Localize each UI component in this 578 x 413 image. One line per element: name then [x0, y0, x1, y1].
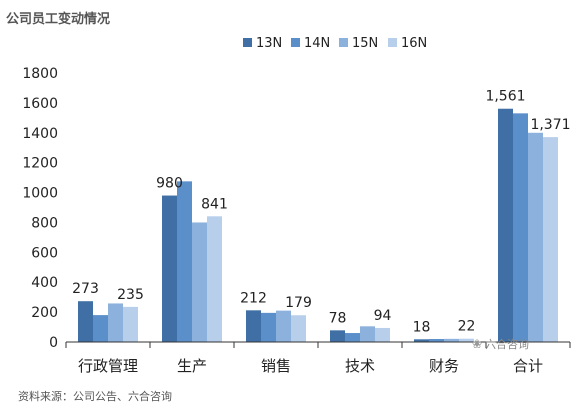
bar-13N-5 [498, 108, 513, 342]
legend-swatch-14N [291, 38, 300, 47]
source-note: 资料来源：公司公告、六合咨询 [18, 390, 172, 403]
legend-label: 15N [352, 36, 378, 51]
data-label: 78 [329, 310, 347, 326]
bar-14N-2 [261, 312, 276, 342]
x-category-label: 销售 [261, 357, 291, 375]
y-tick-label: 1200 [22, 156, 58, 172]
y-tick-label: 1800 [22, 66, 58, 82]
bar-16N-5 [543, 137, 558, 342]
bar-15N-1 [192, 222, 207, 342]
bar-15N-4 [444, 338, 459, 342]
data-label: 273 [72, 281, 99, 297]
bar-14N-5 [513, 113, 528, 342]
watermark: ❀ 六合咨询 [472, 336, 529, 352]
y-tick-label: 200 [31, 305, 58, 321]
wechat-icon: ❀ [472, 337, 483, 351]
y-tick-label: 1000 [22, 186, 58, 202]
chart-title: 公司员工变动情况 [6, 12, 111, 27]
watermark-text: 六合咨询 [485, 338, 530, 351]
bar-16N-0 [123, 306, 138, 342]
data-label: 1,371 [530, 117, 570, 133]
x-category-label: 技术 [345, 357, 375, 375]
bar-15N-2 [276, 310, 291, 342]
y-axis: 0 200 400 600 800 1000 1200 1400 1600 1800 [22, 66, 58, 351]
bar-14N-3 [345, 333, 360, 342]
bar-13N-4 [414, 339, 429, 342]
y-tick-label: 1600 [22, 96, 58, 112]
y-tick-label: 0 [49, 335, 58, 351]
bar-16N-2 [291, 315, 306, 342]
x-category-label: 生产 [177, 357, 207, 375]
y-tick-label: 800 [31, 215, 58, 231]
data-label: 235 [117, 287, 144, 303]
bar-16N-1 [207, 216, 222, 342]
data-label: 179 [285, 295, 312, 311]
y-tick-label: 600 [31, 245, 58, 261]
legend: 13N 14N 15N 16N [243, 36, 427, 51]
x-axis: 行政管理 生产 销售 技术 财务 合计 [65, 341, 571, 375]
bar-13N-2 [246, 310, 261, 342]
bar-15N-3 [360, 326, 375, 342]
bars [78, 108, 558, 342]
legend-label: 14N [304, 36, 330, 51]
bar-13N-1 [162, 195, 177, 342]
data-label: 18 [413, 319, 431, 335]
data-labels: 273 235 980 841 212 179 78 94 18 22 1,561 1,371 [72, 89, 570, 336]
legend-swatch-13N [243, 38, 252, 47]
y-tick-label: 1400 [22, 126, 58, 142]
bar-16N-3 [375, 327, 390, 342]
data-label: 94 [374, 308, 392, 324]
x-category-label: 行政管理 [78, 357, 138, 375]
legend-swatch-16N [388, 38, 397, 47]
bar-15N-0 [108, 303, 123, 342]
y-tick-label: 400 [31, 275, 58, 291]
data-label: 22 [458, 319, 476, 335]
data-label: 980 [156, 176, 183, 192]
bar-14N-4 [429, 339, 444, 342]
bar-14N-0 [93, 315, 108, 342]
bar-13N-3 [330, 330, 345, 342]
data-label: 1,561 [485, 89, 525, 105]
x-category-label: 合计 [513, 357, 543, 375]
bar-14N-1 [177, 181, 192, 342]
bar-15N-5 [528, 132, 543, 342]
data-label: 212 [240, 290, 267, 306]
x-category-label: 财务 [429, 357, 459, 375]
bar-13N-0 [78, 301, 93, 342]
bar-16N-4 [459, 338, 474, 342]
data-label: 841 [201, 196, 228, 212]
legend-label: 13N [256, 36, 282, 51]
legend-swatch-15N [339, 38, 348, 47]
legend-label: 16N [401, 36, 427, 51]
